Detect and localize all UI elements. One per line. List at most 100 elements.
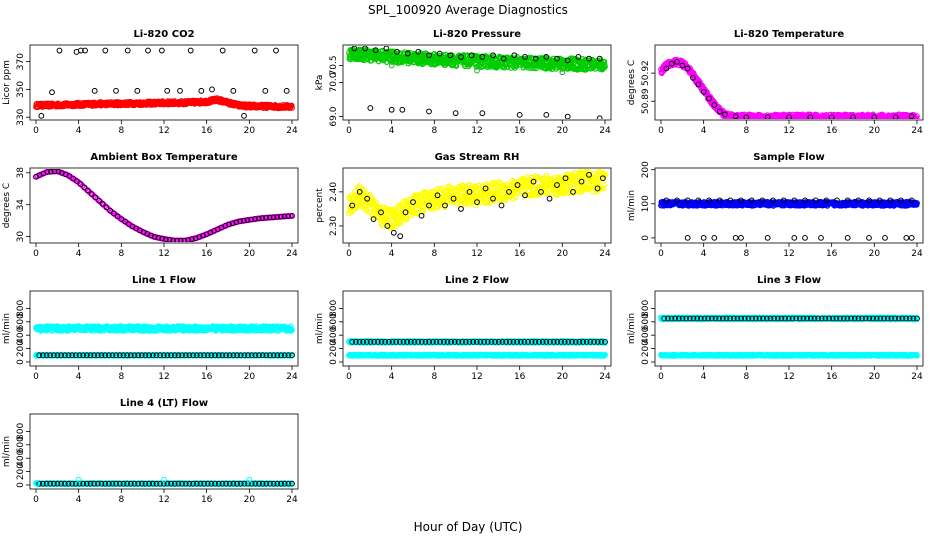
- series-0: [658, 198, 920, 209]
- x-tick-label: 8: [431, 249, 437, 259]
- data-point: [390, 48, 397, 55]
- data-point: [738, 197, 744, 204]
- data-point: [177, 87, 183, 94]
- panel-title: Li-820 Pressure: [433, 29, 521, 40]
- data-point: [241, 112, 247, 119]
- y-tick-label: 330: [16, 108, 26, 125]
- data-point: [96, 197, 102, 204]
- data-point: [289, 327, 295, 333]
- y-tick-label: 100: [641, 195, 651, 212]
- data-point: [446, 183, 452, 190]
- x-tick-label: 24: [286, 126, 298, 136]
- panel-title: Line 1 Flow: [132, 275, 196, 286]
- data-point: [700, 88, 707, 95]
- data-point: [70, 175, 76, 182]
- x-tick-label: 4: [76, 249, 82, 259]
- data-point: [402, 209, 409, 216]
- data-point: [458, 54, 464, 60]
- x-tick-label: 8: [118, 126, 124, 136]
- data-point: [913, 115, 920, 119]
- data-point: [367, 105, 374, 111]
- data-point: [502, 197, 509, 204]
- x-tick-label: 0: [658, 249, 664, 259]
- data-point: [914, 200, 920, 206]
- data-point: [237, 218, 243, 224]
- data-point: [189, 236, 195, 242]
- y-axis-label: degrees C: [627, 60, 637, 105]
- data-point: [498, 202, 505, 209]
- data-point: [475, 182, 482, 189]
- data-point: [373, 199, 380, 206]
- data-point: [155, 235, 162, 241]
- y-tick-label: 200: [641, 161, 651, 178]
- data-point: [404, 50, 411, 57]
- data-point: [122, 218, 128, 225]
- data-point: [524, 174, 531, 180]
- data-point: [674, 58, 680, 65]
- data-point: [356, 188, 363, 195]
- data-point: [596, 55, 603, 62]
- data-point: [812, 197, 819, 204]
- data-point: [414, 209, 421, 216]
- data-point: [458, 206, 464, 212]
- data-point: [668, 60, 675, 67]
- data-point: [594, 185, 601, 192]
- data-point: [118, 216, 125, 222]
- data-point: [908, 234, 915, 241]
- series-1: [663, 197, 915, 241]
- data-point: [780, 197, 787, 204]
- plot-area: [346, 46, 608, 119]
- y-tick-label: 38: [16, 167, 26, 179]
- x-tick-label: 16: [201, 249, 213, 259]
- data-point: [436, 50, 443, 57]
- series-0: [33, 95, 295, 112]
- series-1: [351, 46, 603, 119]
- data-point: [390, 229, 397, 236]
- data-point: [585, 185, 592, 191]
- data-point: [674, 197, 680, 204]
- data-point: [91, 87, 98, 94]
- data-point: [170, 237, 177, 242]
- data-point: [289, 213, 295, 219]
- data-point: [442, 202, 448, 209]
- data-point: [759, 197, 766, 204]
- data-point: [219, 47, 226, 54]
- x-tick-label: 20: [869, 249, 881, 259]
- data-point: [818, 234, 824, 241]
- x-tick-label: 8: [743, 126, 749, 136]
- data-point: [887, 197, 894, 204]
- data-point: [388, 106, 395, 113]
- x-tick-label: 4: [76, 126, 82, 136]
- x-tick-label: 20: [244, 372, 256, 382]
- data-point: [595, 178, 601, 185]
- data-point: [51, 169, 58, 175]
- data-point: [74, 178, 80, 184]
- data-point: [397, 220, 404, 227]
- data-point: [748, 197, 755, 204]
- x-tick-label: 8: [118, 249, 124, 259]
- plot-area: [33, 47, 295, 119]
- data-point: [695, 81, 702, 88]
- figure-title: SPL_100920 Average Diagnostics: [368, 3, 568, 17]
- panel-title: Sample Flow: [753, 152, 825, 163]
- data-point: [124, 47, 131, 54]
- x-tick-label: 20: [557, 249, 569, 259]
- data-point: [209, 86, 215, 93]
- data-point: [554, 182, 560, 188]
- x-tick-label: 20: [244, 126, 256, 136]
- data-point: [113, 87, 119, 94]
- data-point: [394, 48, 400, 55]
- data-point: [362, 206, 369, 213]
- data-point: [802, 234, 808, 241]
- x-tick-label: 12: [471, 126, 482, 136]
- data-point: [706, 95, 712, 102]
- data-point: [844, 234, 851, 241]
- data-point: [914, 113, 920, 119]
- data-point: [898, 197, 904, 204]
- data-point: [764, 114, 771, 119]
